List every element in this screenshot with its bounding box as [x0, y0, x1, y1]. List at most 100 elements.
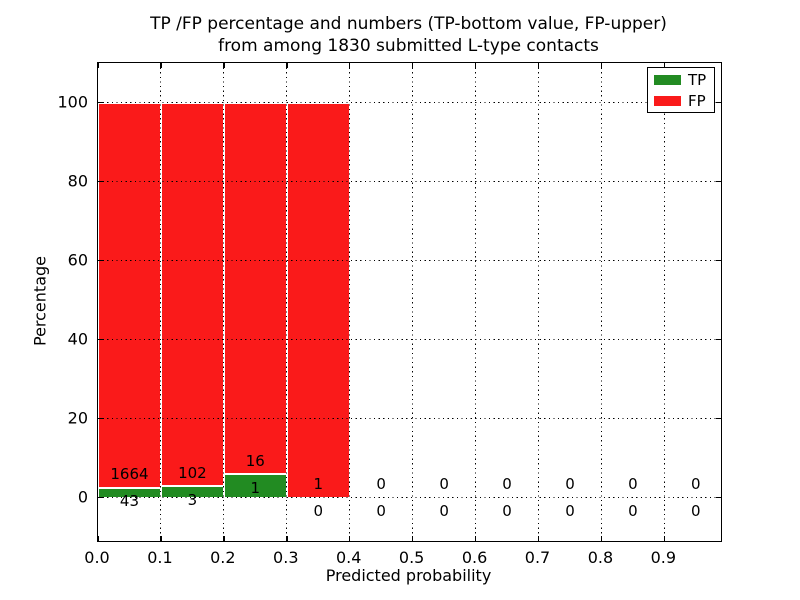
y-tick-label: 80 — [67, 171, 88, 190]
x-tick-mark-top — [286, 63, 288, 68]
fp-count-label: 0 — [628, 475, 638, 494]
tp-count-label: 0 — [691, 502, 701, 521]
y-tick-mark — [98, 180, 103, 183]
y-tick-mark-right — [716, 259, 721, 262]
legend-item-fp: FP — [654, 92, 706, 110]
tp-count-label: 0 — [565, 502, 575, 521]
tp-count-label: 0 — [439, 502, 449, 521]
y-tick-mark-right — [716, 496, 721, 499]
y-tick-mark — [98, 496, 103, 499]
gridline-horizontal — [98, 339, 721, 341]
gridline-vertical — [538, 63, 539, 541]
tp-count-label: 0 — [313, 502, 324, 521]
gridline-vertical — [349, 63, 351, 541]
x-tick-label: 0.9 — [650, 548, 677, 567]
bar-segment-fp — [286, 102, 350, 498]
x-tick-mark — [537, 536, 540, 541]
legend-label-tp: TP — [688, 71, 707, 89]
bar-segment-fp — [98, 102, 161, 488]
x-tick-label: 0.3 — [273, 548, 299, 567]
fp-count-label: 102 — [178, 463, 207, 482]
gridline-horizontal — [98, 497, 721, 499]
gridline-vertical — [223, 63, 225, 541]
y-tick-mark-right — [716, 101, 721, 104]
x-tick-mark-top — [160, 63, 162, 68]
fp-count-label: 16 — [245, 451, 265, 470]
chart-title-line1: TP /FP percentage and numbers (TP-bottom… — [150, 14, 667, 34]
bar-segment-fp — [160, 102, 224, 487]
x-tick-mark-top — [97, 63, 99, 68]
x-tick-mark-top — [663, 63, 666, 68]
y-tick-label: 100 — [57, 92, 88, 111]
fp-count-label: 0 — [565, 475, 575, 494]
tp-count-label: 0 — [376, 502, 386, 521]
gridline-horizontal — [98, 418, 721, 420]
legend-swatch-tp-icon — [654, 75, 681, 85]
gridline-vertical — [663, 63, 665, 541]
chart-title-line2: from among 1830 submitted L-type contact… — [218, 36, 599, 56]
chart-title: TP /FP percentage and numbers (TP-bottom… — [97, 13, 720, 57]
y-tick-label: 40 — [67, 329, 88, 349]
y-tick-mark — [98, 417, 103, 420]
gridline-horizontal — [98, 102, 721, 103]
x-tick-label: 0.1 — [147, 548, 173, 567]
bar-segment-fp — [223, 102, 287, 475]
x-tick-mark-top — [474, 63, 477, 68]
y-tick-mark — [98, 259, 103, 262]
x-tick-label: 0.2 — [210, 548, 236, 567]
x-tick-label: 0.8 — [587, 548, 614, 567]
y-tick-mark — [98, 338, 103, 341]
x-tick-mark — [223, 536, 225, 541]
tp-count-label: 0 — [628, 502, 638, 521]
x-tick-mark-top — [348, 63, 351, 68]
fp-count-label: 1664 — [110, 465, 149, 484]
x-tick-mark — [600, 536, 603, 541]
y-tick-mark-right — [716, 338, 721, 341]
y-tick-mark-right — [716, 417, 721, 420]
x-tick-label: 0.4 — [335, 548, 362, 567]
x-tick-mark — [286, 536, 288, 541]
tp-count-label: 1 — [250, 479, 261, 498]
tp-count-label: 0 — [502, 502, 512, 521]
x-tick-label: 0.7 — [524, 548, 551, 567]
x-tick-mark — [474, 536, 477, 541]
x-tick-label: 0.6 — [461, 548, 488, 567]
y-tick-label: 60 — [67, 250, 88, 270]
x-tick-mark — [663, 536, 666, 541]
x-tick-mark-top — [411, 63, 414, 68]
y-tick-mark — [98, 101, 103, 104]
plot-area: 1664 43 102 3 16 1 1 0 0 0 0 0 0 0 0 0 0 0 0 0 — [97, 62, 722, 542]
gridline-vertical — [412, 63, 414, 541]
x-tick-mark-top — [223, 63, 225, 68]
gridline-vertical — [286, 63, 288, 541]
x-tick-mark-top — [600, 63, 603, 68]
fp-count-label: 0 — [691, 475, 701, 494]
gridline-vertical — [475, 63, 477, 541]
tp-count-label: 43 — [119, 492, 139, 511]
x-tick-mark-top — [537, 63, 540, 68]
legend: TP FP — [647, 67, 715, 113]
legend-label-fp: FP — [688, 92, 706, 110]
gridline-vertical — [160, 63, 162, 541]
fp-count-label: 0 — [376, 475, 386, 494]
gridline-horizontal — [98, 260, 721, 262]
x-tick-mark — [411, 536, 414, 541]
tp-count-label: 3 — [187, 491, 198, 510]
fp-count-label: 0 — [439, 475, 449, 494]
y-tick-mark-right — [716, 180, 721, 183]
x-tick-mark — [97, 536, 99, 541]
y-tick-label: 20 — [67, 408, 88, 428]
gridline-vertical — [600, 63, 602, 541]
legend-item-tp: TP — [654, 71, 707, 89]
x-tick-label: 0.0 — [84, 548, 110, 567]
gridline-horizontal — [98, 181, 721, 182]
fp-count-label: 1 — [313, 475, 324, 494]
legend-swatch-fp-icon — [654, 96, 681, 106]
x-axis-label: Predicted probability — [325, 566, 492, 585]
x-tick-mark — [348, 536, 351, 541]
x-tick-label: 0.5 — [398, 548, 425, 567]
x-tick-mark — [160, 536, 162, 541]
fp-count-label: 0 — [502, 475, 512, 494]
y-tick-label: 0 — [77, 487, 88, 507]
